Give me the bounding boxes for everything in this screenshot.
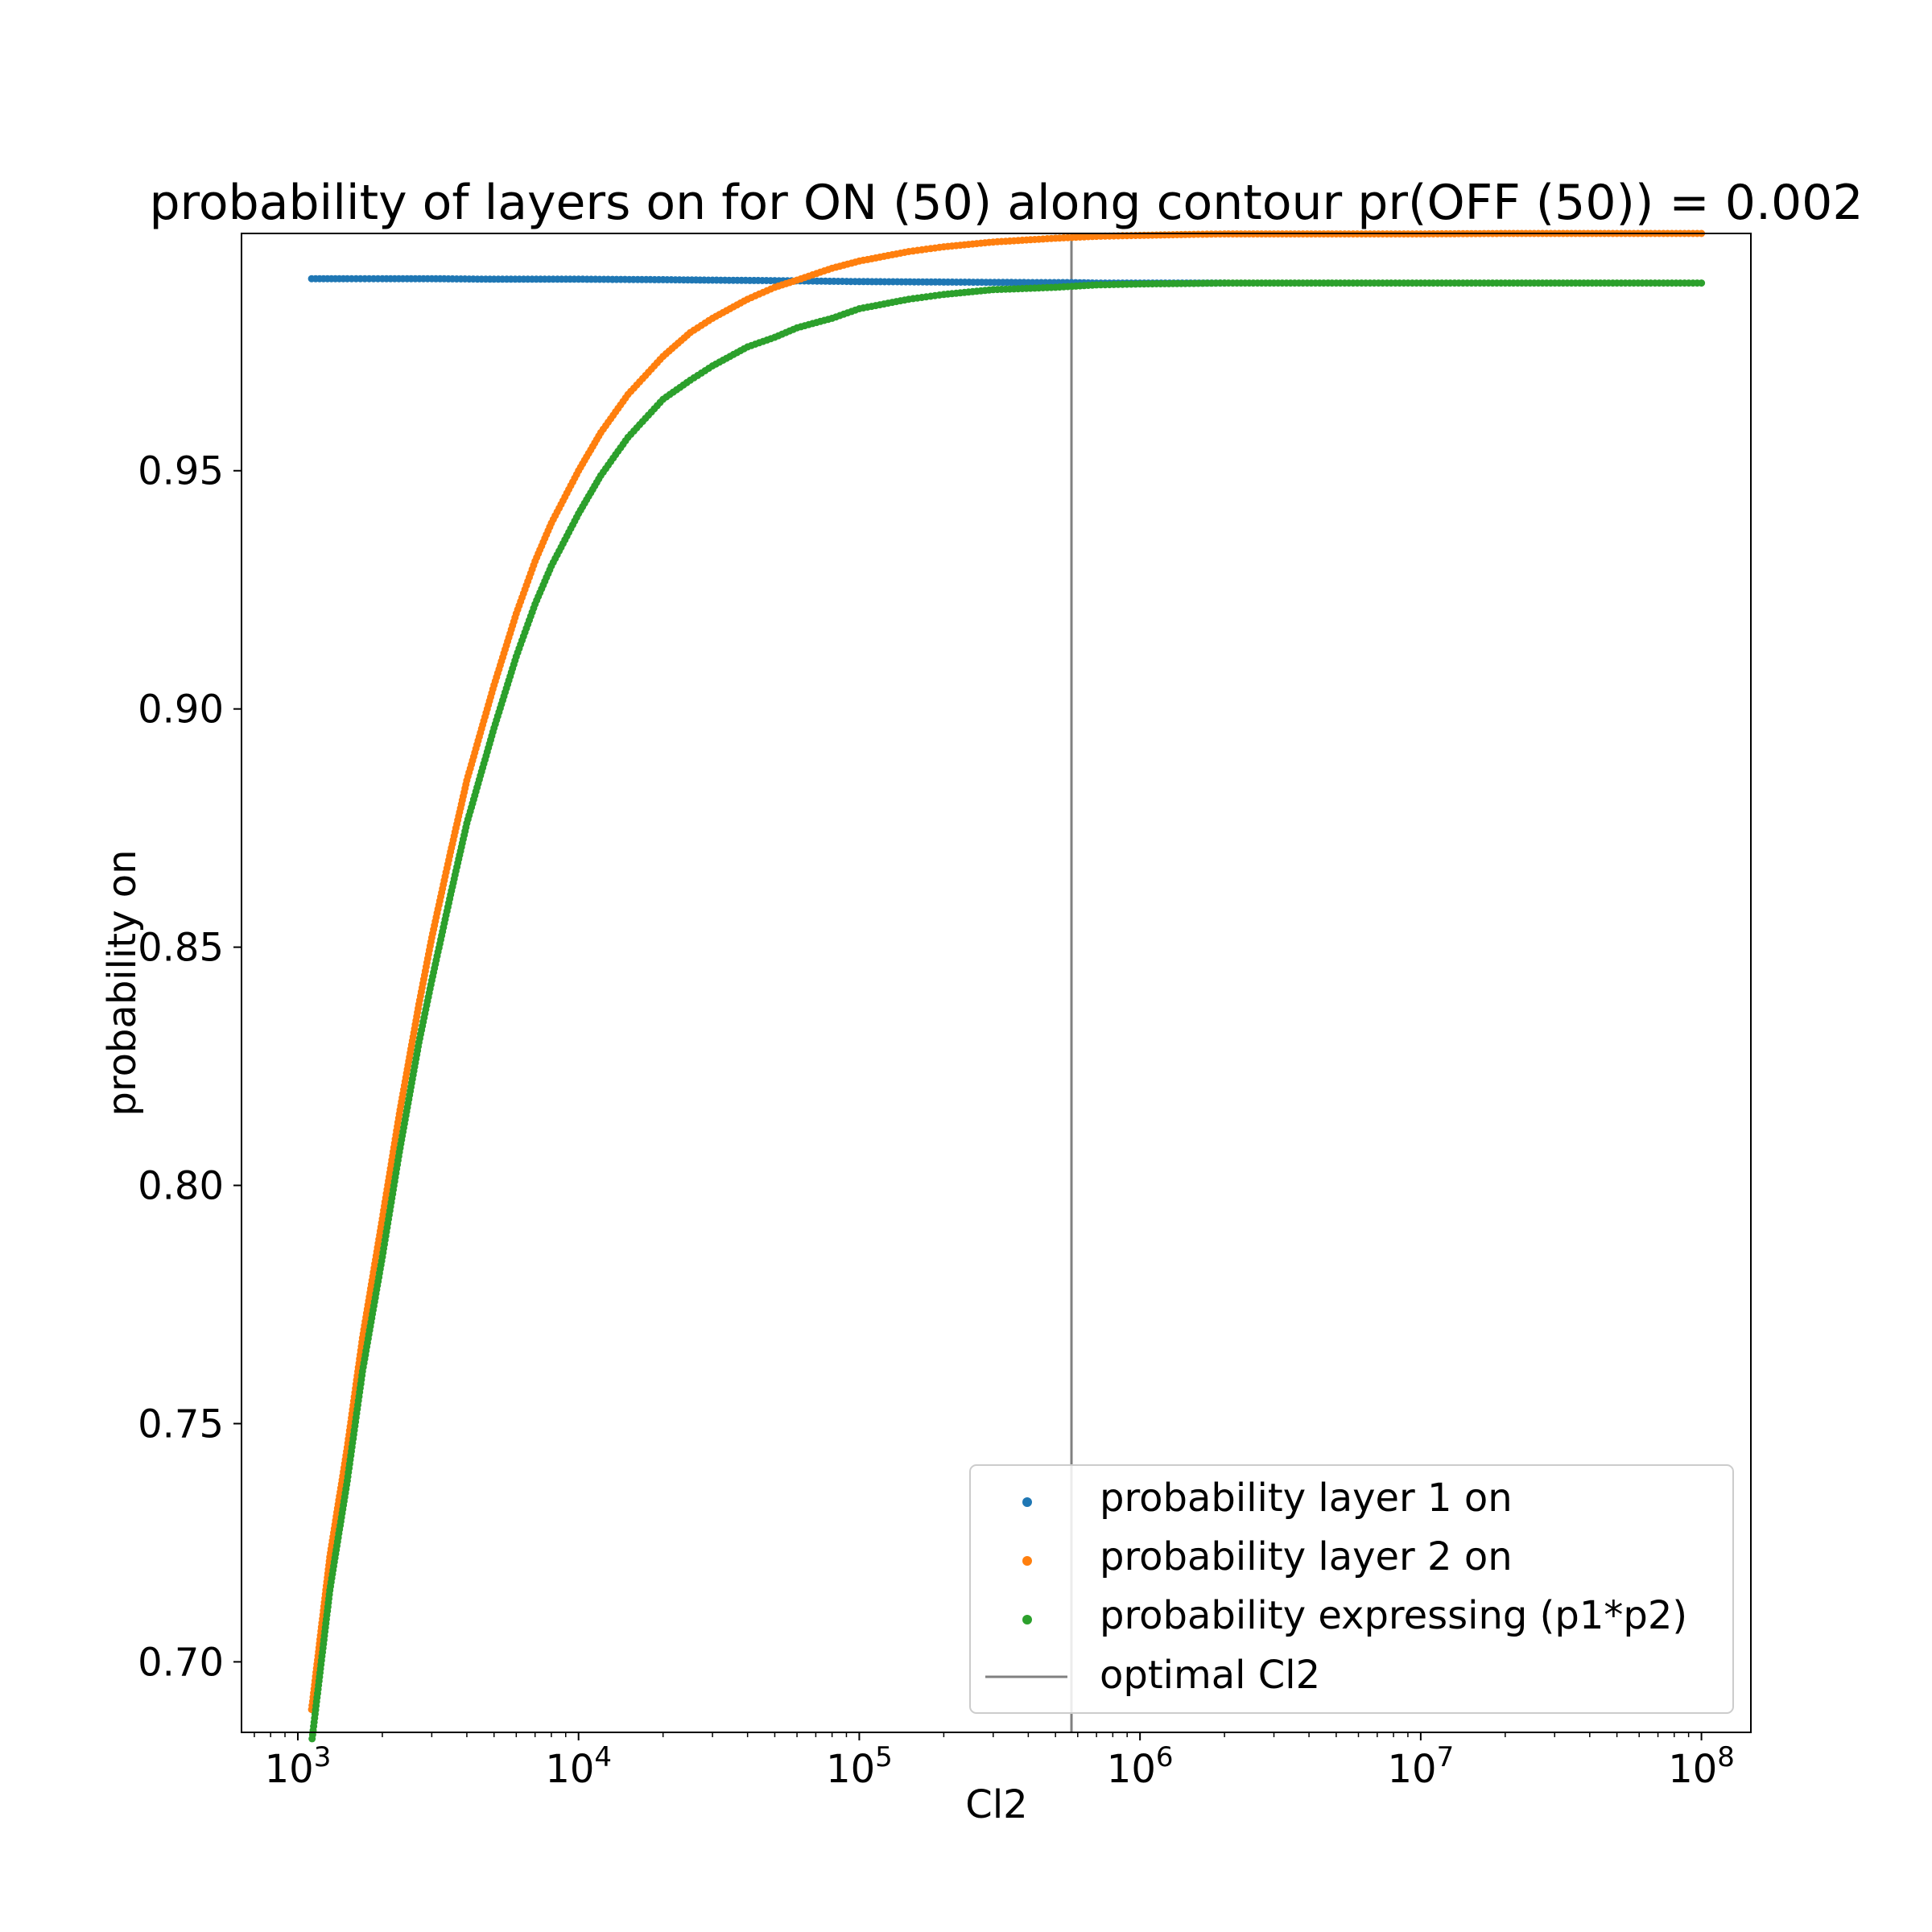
- legend-marker-expressing: [1022, 1615, 1032, 1624]
- plot-frame: [241, 233, 1752, 1733]
- legend-label-expressing: probability expressing (p1*p2): [1100, 1593, 1687, 1638]
- y-tick-label: 0.70: [138, 1640, 224, 1685]
- chart-title: probability of layers on for ON (50) alo…: [149, 175, 1863, 231]
- x-tick-label: 107: [1388, 1741, 1455, 1792]
- x-tick-label: 105: [826, 1741, 893, 1792]
- y-tick-label: 0.80: [138, 1164, 224, 1209]
- legend: probability layer 1 on probability layer…: [969, 1464, 1734, 1714]
- data-point: [1698, 279, 1706, 287]
- y-axis-label: probability on: [100, 849, 145, 1116]
- x-axis-label: Cl2: [965, 1782, 1027, 1827]
- legend-marker-layer-1: [1022, 1497, 1032, 1507]
- y-axis: 0.70 0.75 0.80 0.85 0.90 0.95: [138, 449, 242, 1685]
- legend-label-optimal-cl2: optimal Cl2: [1100, 1653, 1320, 1698]
- legend-label-layer-2: probability layer 2 on: [1100, 1534, 1513, 1579]
- series-1: [308, 275, 1228, 287]
- y-tick-label: 0.85: [138, 926, 224, 971]
- y-tick-label: 0.90: [138, 687, 224, 733]
- y-tick-label: 0.75: [138, 1402, 224, 1447]
- x-axis: 103 104 105 106 107 108: [254, 1732, 1735, 1792]
- series-3: [308, 279, 1706, 1743]
- legend-marker-layer-2: [1022, 1556, 1032, 1566]
- y-tick-label: 0.95: [138, 449, 224, 494]
- data-marks: [308, 229, 1706, 1743]
- x-tick-label: 104: [545, 1741, 612, 1792]
- legend-label-layer-1: probability layer 1 on: [1100, 1476, 1513, 1521]
- x-tick-label: 108: [1668, 1741, 1735, 1792]
- x-tick-label: 103: [265, 1741, 332, 1792]
- legend-box: [969, 1464, 1734, 1714]
- x-tick-label: 106: [1107, 1741, 1174, 1792]
